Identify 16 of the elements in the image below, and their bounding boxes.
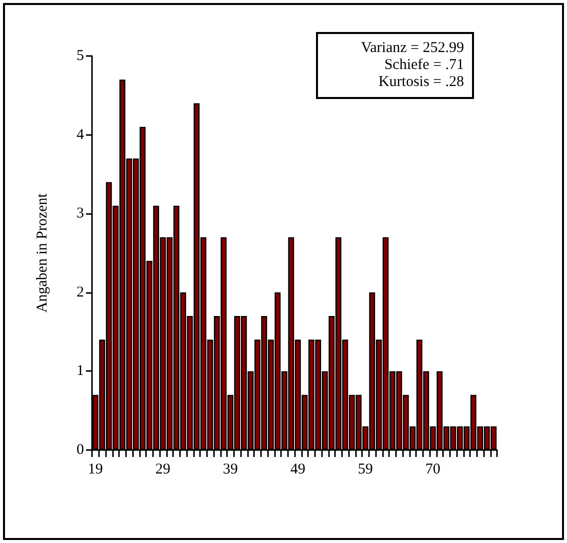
x-tick-label: 49	[290, 462, 306, 478]
y-tick-label: 4	[76, 126, 84, 143]
y-tick-label: 1	[76, 363, 84, 380]
x-tick-label: 39	[222, 462, 238, 478]
x-tick-label: 19	[88, 462, 103, 478]
x-tick-label: 59	[358, 462, 373, 478]
x-tick-label: 70	[425, 462, 440, 478]
annotation: Kurtosis = .28	[377, 74, 464, 91]
y-tick-label: 0	[76, 442, 84, 458]
y-tick-label: 3	[76, 206, 84, 222]
x-tick-label: 29	[155, 462, 170, 478]
y-tick-label: 5	[76, 48, 84, 64]
y-axis-title: Angaben in Prozent	[34, 192, 50, 313]
y-tick-label: 2	[76, 284, 84, 300]
annotation: Schiefe = .71	[383, 57, 464, 74]
text-box: Varianz = 252.99 Schiefe = .71 Kurtosis = .28	[316, 32, 474, 99]
